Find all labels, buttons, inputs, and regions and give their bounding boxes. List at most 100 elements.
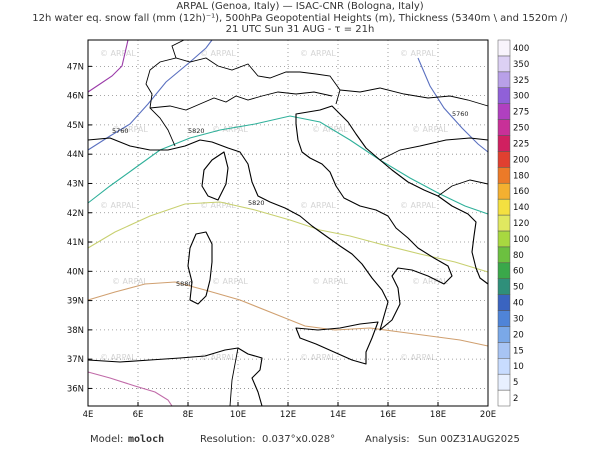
colorbar: 2 5 10 15 20 30 40 50 60 80 100 120 140 160 180 200 225 2… (497, 39, 529, 407)
watermark: © ARPAL (400, 353, 436, 362)
colorbar-label: 400 (513, 44, 529, 54)
watermark: © ARPAL (100, 353, 136, 362)
colorbar-box (497, 198, 511, 216)
colorbar-box (497, 326, 511, 343)
contour (87, 39, 213, 151)
watermark: © ARPAL (112, 277, 148, 286)
contour-labels: 5760 5820 5760 5880 5820 (112, 110, 469, 288)
watermark: © ARPAL (300, 49, 336, 58)
contour-label: 5880 (176, 280, 193, 288)
colorbar-label: 350 (513, 60, 529, 70)
watermarks: © ARPAL © ARPAL © ARPAL © ARPAL © ARPAL © ARP… (100, 49, 448, 362)
colorbar-label: 200 (513, 155, 529, 165)
colorbar-label: 10 (513, 362, 524, 372)
colorbar-label: 15 (513, 346, 524, 356)
watermark: © ARPAL (412, 277, 448, 286)
colorbar-label: 325 (513, 76, 529, 86)
y-tick-label: 45N (67, 121, 84, 131)
y-tick-label: 41N (67, 238, 84, 248)
borders (145, 39, 489, 407)
contour (87, 201, 489, 273)
watermark: © ARPAL (312, 277, 348, 286)
coastline (87, 105, 489, 331)
colorbar-box (497, 373, 511, 391)
colorbar-label: 275 (513, 108, 529, 118)
watermark: © ARPAL (400, 49, 436, 58)
watermark: © ARPAL (200, 353, 236, 362)
watermark: © ARPAL (312, 125, 348, 134)
colorbar-box (497, 182, 511, 200)
x-tick-label: 10E (230, 410, 246, 420)
y-tick-label: 39N (67, 297, 84, 307)
header-line: 12h water eq. snow fall (mm (12h)⁻¹), 50… (32, 13, 568, 24)
colorbar-label: 80 (513, 251, 524, 261)
footer-value: 0.037°x0.028° (262, 434, 335, 445)
colorbar-label: 100 (513, 235, 529, 245)
map-frame (87, 39, 489, 407)
colorbar-box (497, 167, 511, 184)
y-tick-label: 47N (67, 62, 84, 72)
contour (87, 115, 489, 215)
colorbar-label: 60 (513, 267, 524, 277)
coastline (295, 321, 379, 365)
footer-label: Analysis: (365, 434, 410, 445)
y-tick-label: 37N (67, 355, 84, 365)
colorbar-label: 50 (513, 283, 524, 293)
x-tick-label: 14E (330, 410, 346, 420)
footer-value: moloch (128, 434, 164, 445)
colorbar-label: 250 (513, 124, 529, 134)
border (229, 347, 239, 407)
y-tick-label: 38N (67, 326, 84, 336)
colorbar-label: 180 (513, 171, 529, 181)
colorbar-label: 140 (513, 203, 529, 213)
x-tick-label: 4E (83, 410, 94, 420)
y-tick-label: 44N (67, 150, 84, 160)
y-tick-label: 36N (67, 384, 84, 394)
y-tick-label: 46N (67, 92, 84, 102)
contour-label: 5820 (188, 127, 205, 135)
border (339, 87, 489, 107)
border (171, 39, 185, 59)
contour (87, 371, 173, 407)
colorbar-box (497, 39, 511, 57)
border (437, 179, 489, 197)
footer-value: Sun 00Z31AUG2025 (418, 434, 520, 445)
watermark: © ARPAL (400, 201, 436, 210)
x-tick-label: 16E (380, 410, 396, 420)
contour (417, 57, 489, 153)
colorbar-label: 30 (513, 314, 524, 324)
contours (87, 39, 489, 407)
watermark: © ARPAL (100, 201, 136, 210)
ticks: 4E 6E 8E 10E 12E 14E 16E 18E 20E 36N 37N 38N 39N 40N 4… (67, 62, 496, 420)
colorbar-label: 120 (513, 219, 529, 229)
colorbar-box (497, 262, 511, 279)
colorbar-label: 20 (513, 330, 524, 340)
colorbar-label: 40 (513, 299, 524, 309)
watermark: © ARPAL (212, 277, 248, 286)
colorbar-box (497, 230, 511, 248)
watermark: © ARPAL (300, 353, 336, 362)
colorbar-box (497, 342, 511, 359)
colorbar-label: 160 (513, 187, 529, 197)
coastline (187, 231, 213, 305)
x-tick-label: 12E (280, 410, 296, 420)
border (379, 137, 489, 161)
colorbar-box (497, 87, 511, 104)
watermark: © ARPAL (100, 49, 136, 58)
colorbar-box (497, 214, 511, 232)
colorbar-box (497, 358, 511, 375)
contour-label: 5820 (248, 199, 265, 207)
colorbar-box (497, 103, 511, 120)
contour (87, 39, 129, 93)
y-tick-label: 40N (67, 267, 84, 277)
watermark: © ARPAL (200, 49, 236, 58)
coastline (201, 151, 229, 201)
colorbar-box (497, 151, 511, 168)
colorbar-box (497, 278, 511, 295)
colorbar-box (497, 246, 511, 264)
colorbar-box (497, 310, 511, 327)
footer-label: Resolution: (200, 434, 256, 445)
y-tick-label: 42N (67, 209, 84, 219)
watermark: © ARPAL (412, 125, 448, 134)
colorbar-box (497, 389, 511, 407)
